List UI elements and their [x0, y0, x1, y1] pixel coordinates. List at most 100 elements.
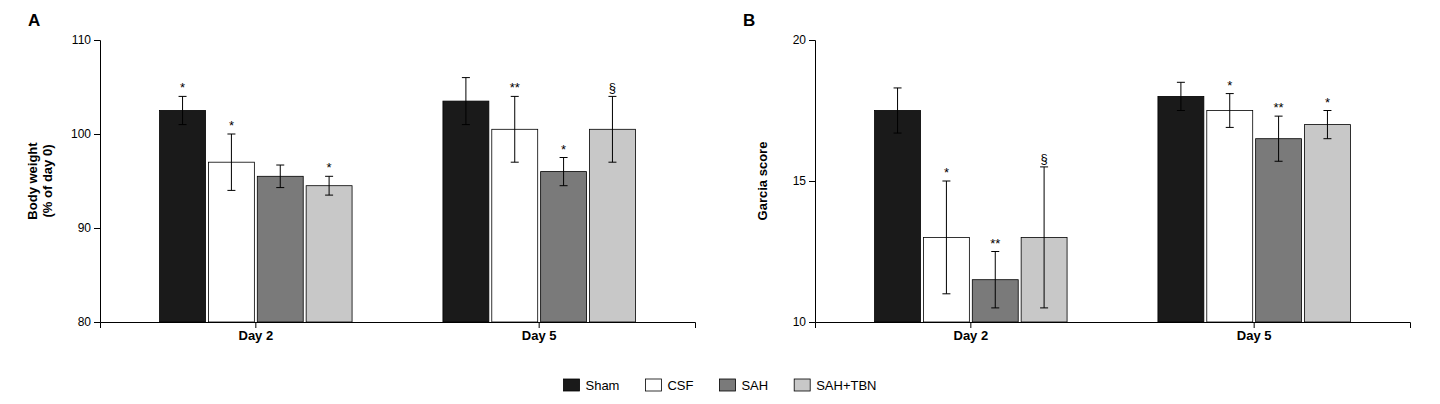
axis-line: [816, 323, 1411, 329]
tick-label: 90: [78, 221, 92, 235]
plot-area: [875, 82, 1351, 322]
tick-label: Day 5: [1237, 328, 1272, 343]
x-tick: Day 5: [1237, 322, 1272, 343]
annotations: ******§*: [944, 78, 1330, 251]
annotation: **: [510, 80, 520, 95]
annotation: *: [229, 118, 234, 133]
y-tick: 110: [72, 33, 100, 47]
series: [306, 96, 635, 322]
axis-line: [809, 41, 816, 323]
annotation: §: [609, 80, 616, 95]
tick-label: Day 2: [238, 328, 273, 343]
legend-item: CSF: [645, 378, 693, 393]
series: [257, 158, 586, 323]
legend-swatch: [794, 379, 810, 391]
y-tick: 15: [793, 174, 815, 188]
annotations: ******§: [180, 80, 616, 175]
legend-label: CSF: [667, 378, 693, 393]
y-tick: 100: [71, 127, 100, 141]
error-bar: [894, 88, 902, 133]
error-bar: [511, 96, 519, 162]
plot-area: [160, 78, 636, 322]
error-bar: [227, 134, 235, 190]
tick-mark: [1254, 322, 1255, 328]
bar: [1207, 111, 1253, 323]
axis-line: [94, 41, 101, 323]
annotation: **: [1274, 100, 1284, 115]
tick-label: 15: [793, 174, 807, 188]
annotation: **: [990, 236, 1000, 251]
tick-mark: [809, 181, 815, 182]
error-bar: [1177, 82, 1185, 110]
tick-mark: [94, 322, 100, 323]
y-tick: 20: [793, 33, 815, 47]
tick-mark: [94, 228, 100, 229]
bar: [443, 101, 489, 322]
panel-title: B: [743, 11, 755, 30]
error-bar: [1275, 116, 1283, 161]
tick-label: 100: [71, 127, 91, 141]
error-bar: [942, 181, 950, 294]
annotation: §: [1040, 151, 1047, 166]
panel: ******§8090100110Day 2Day 5Body weight(%…: [25, 11, 696, 343]
legend-swatch: [645, 379, 661, 391]
y-tick: 90: [78, 221, 100, 235]
error-bar: [325, 176, 333, 195]
panel-title: A: [28, 11, 40, 30]
bar: [875, 111, 921, 323]
tick-mark: [539, 322, 540, 328]
legend-label: SAH+TBN: [816, 378, 876, 393]
tick-mark: [94, 134, 100, 135]
error-bar: [991, 252, 999, 308]
annotation: *: [1227, 78, 1232, 93]
y-tick: 10: [793, 315, 815, 329]
error-bar: [276, 165, 284, 188]
bar: [257, 176, 303, 322]
bar: [1256, 139, 1302, 322]
panel: ******§*101520Day 2Day 5Garcia scoreB: [743, 11, 1411, 343]
error-bar: [462, 78, 470, 125]
series: [972, 116, 1301, 322]
tick-label: 110: [72, 33, 91, 47]
bar: [1158, 96, 1204, 322]
series: [160, 78, 489, 322]
y-tick: 80: [78, 315, 100, 329]
tick-mark: [94, 40, 100, 41]
x-tick: Day 2: [953, 322, 988, 343]
x-tick: Day 5: [522, 322, 557, 343]
legend-item: Sham: [563, 378, 619, 393]
legend-swatch: [719, 379, 735, 391]
bar: [160, 111, 206, 323]
error-bar: [1040, 167, 1048, 308]
error-bar: [1323, 111, 1331, 139]
series: [875, 82, 1204, 322]
tick-mark: [970, 322, 971, 328]
legend-swatch: [563, 379, 579, 391]
error-bar: [1226, 94, 1234, 128]
annotation: *: [327, 160, 332, 175]
tick-mark: [255, 322, 256, 328]
y-axis-title-line: Garcia score: [755, 142, 770, 221]
annotation: *: [1325, 95, 1330, 110]
y-axis-title: Garcia score: [755, 142, 770, 221]
tick-label: 80: [78, 315, 92, 329]
y-axis-title-line: Body weight: [25, 142, 40, 220]
annotation: *: [944, 165, 949, 180]
bar: [306, 186, 352, 322]
axis-line: [101, 323, 696, 329]
error-bar: [608, 96, 616, 162]
tick-label: Day 5: [522, 328, 557, 343]
y-axis-title: Body weight(% of day 0): [25, 142, 55, 220]
y-axis-title-line: (% of day 0): [40, 145, 55, 218]
legend-item: SAH+TBN: [794, 378, 876, 393]
error-bar: [179, 96, 187, 124]
y-axis: 80 90 100 110: [71, 33, 101, 329]
series: [1021, 111, 1350, 323]
tick-label: Day 2: [953, 328, 988, 343]
legend-label: SAH: [741, 378, 768, 393]
legend-label: Sham: [585, 378, 619, 393]
annotation: *: [561, 142, 566, 157]
legend-item: SAH: [719, 378, 768, 393]
tick-mark: [809, 322, 815, 323]
series: [923, 94, 1252, 322]
